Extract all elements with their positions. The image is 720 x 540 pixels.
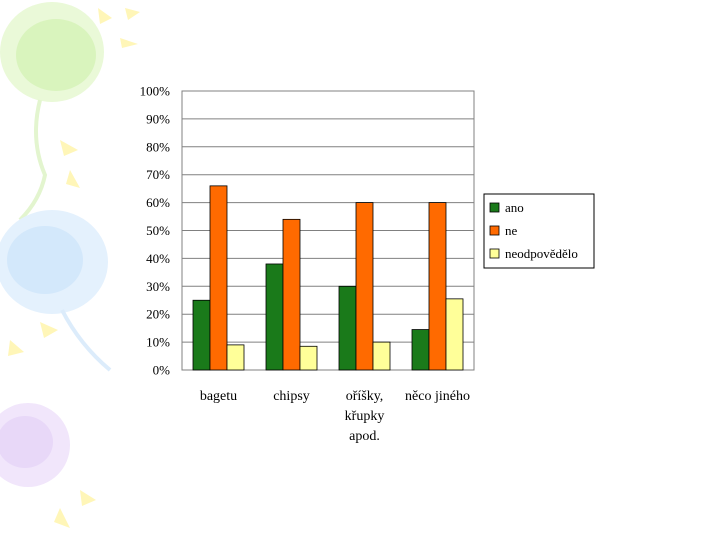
bar-ne: [428, 202, 447, 371]
y-tick-label: 90%: [146, 111, 170, 126]
x-category-label: něco jiného: [405, 389, 470, 404]
purple-balloon-icon: [0, 403, 70, 487]
y-tick-label: 60%: [146, 195, 170, 210]
legend-label: neodpovědělo: [505, 246, 578, 261]
legend-swatch: [489, 225, 500, 236]
bar-ano: [411, 329, 430, 371]
x-category-label: bagetu: [200, 389, 237, 404]
plot-area: [181, 90, 475, 371]
legend-swatch: [489, 248, 500, 259]
bars: [192, 185, 464, 371]
green-balloon-icon: [0, 2, 104, 222]
sparkle-icon: [8, 8, 140, 528]
x-category-label: chipsy: [273, 389, 310, 404]
bar-ne: [209, 185, 228, 371]
bar-ne: [355, 202, 374, 371]
y-axis-ticks: 0% 10% 20% 30% 40% 50% 60% 70% 80% 90% 100%: [140, 84, 171, 378]
blue-balloon-icon: [0, 210, 112, 372]
bar-ano: [265, 263, 284, 371]
y-tick-label: 100%: [140, 84, 171, 99]
y-tick-label: 0%: [153, 363, 171, 378]
y-tick-label: 40%: [146, 251, 170, 266]
y-tick-label: 70%: [146, 167, 170, 182]
legend: ano ne neodpovědělo: [483, 193, 595, 269]
y-tick-label: 20%: [146, 307, 170, 322]
bar-neodpovědělo: [226, 344, 245, 371]
y-tick-label: 10%: [146, 335, 170, 350]
legend-label: ano: [505, 200, 524, 215]
x-category-label: oříšky, křupky apod.: [345, 389, 385, 444]
legend-swatch: [489, 202, 500, 213]
legend-label: ne: [505, 223, 518, 238]
bar-ne: [282, 218, 301, 371]
bar-neodpovědělo: [445, 298, 464, 371]
x-axis-labels: bagetu chipsy oříšky, křupky apod. něco jinéh…: [200, 389, 470, 444]
bar-ano: [192, 299, 211, 371]
bar-neodpovědělo: [372, 341, 391, 371]
y-tick-label: 30%: [146, 279, 170, 294]
legend-box: [483, 193, 595, 269]
bar-neodpovědělo: [299, 345, 318, 371]
y-tick-label: 50%: [146, 223, 170, 238]
y-tick-label: 80%: [146, 139, 170, 154]
bar-ano: [338, 285, 357, 371]
